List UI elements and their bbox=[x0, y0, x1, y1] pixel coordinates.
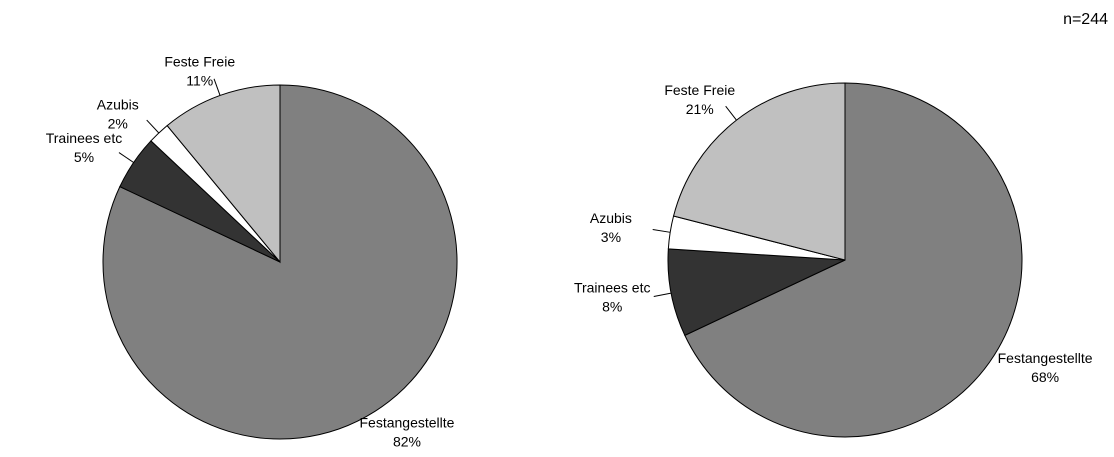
slice-value: 68% bbox=[1031, 369, 1059, 385]
slice-label: Feste Freie bbox=[164, 54, 235, 70]
leader-line bbox=[118, 152, 134, 163]
leader-line bbox=[213, 78, 221, 96]
slice-label: Trainees etc bbox=[46, 130, 123, 146]
slice-label: Azubis bbox=[590, 210, 632, 226]
slice-value: 21% bbox=[686, 101, 714, 117]
leader-line bbox=[652, 229, 671, 233]
slice-value: 8% bbox=[602, 299, 622, 315]
leader-line bbox=[725, 105, 737, 121]
slice-value: 82% bbox=[393, 433, 421, 449]
slice-label: Azubis bbox=[97, 96, 139, 112]
slice-value: 3% bbox=[601, 229, 621, 245]
slice-label: Festangestellte bbox=[998, 350, 1093, 366]
slice-label: Festangestellte bbox=[360, 414, 455, 430]
pie-slice bbox=[684, 82, 1023, 438]
leader-line bbox=[146, 119, 160, 134]
leader-line bbox=[653, 292, 672, 297]
pie-slice bbox=[667, 248, 846, 337]
slice-label: Feste Freie bbox=[664, 82, 735, 98]
slice-value: 5% bbox=[74, 149, 94, 165]
slice-value: 2% bbox=[108, 115, 128, 131]
pie-slice bbox=[672, 82, 846, 261]
pie-slice bbox=[102, 84, 458, 440]
sample-size: n=244 bbox=[1063, 11, 1108, 28]
slice-label: Trainees etc bbox=[574, 280, 651, 296]
slice-value: 11% bbox=[186, 73, 213, 89]
